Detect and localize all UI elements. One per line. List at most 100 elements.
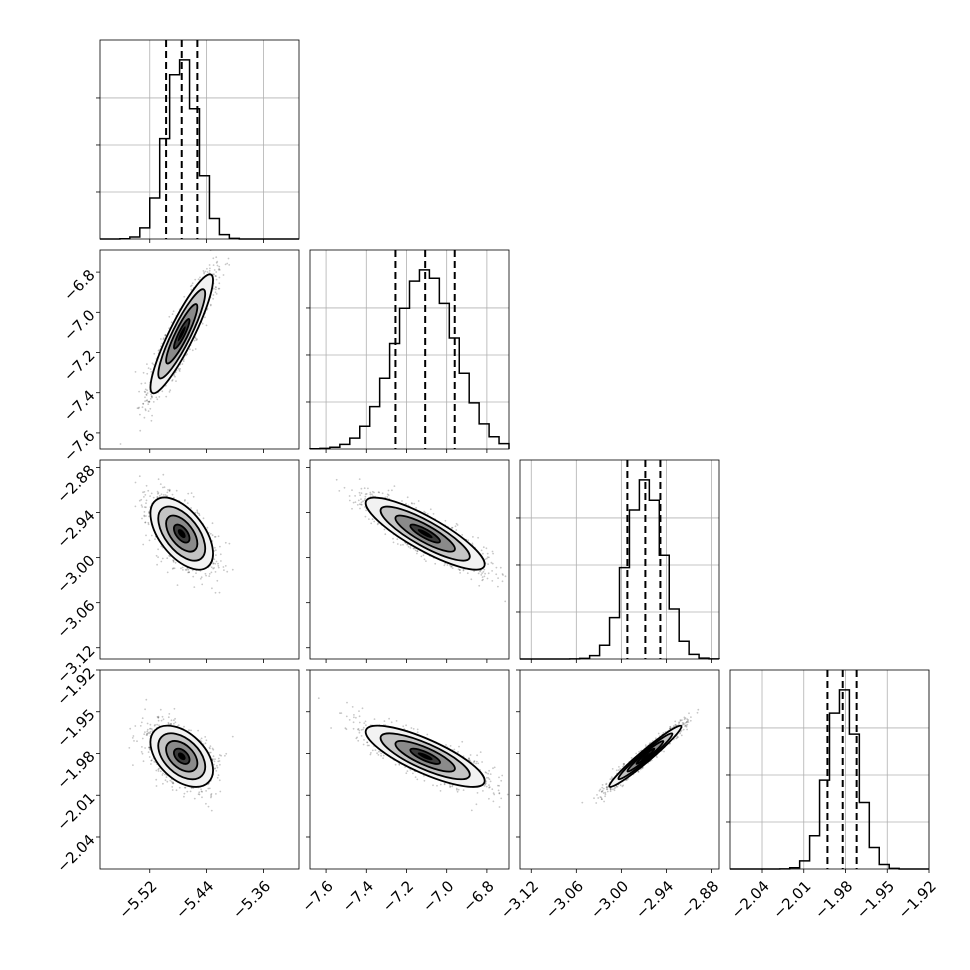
sample-point (477, 572, 480, 575)
sample-point (213, 536, 216, 538)
panel-frame (99, 459, 300, 660)
sample-point (401, 500, 403, 502)
sample-point (439, 790, 442, 792)
sample-point (142, 403, 145, 405)
sample-point (212, 562, 215, 565)
sample-point (484, 558, 487, 561)
sample-point (144, 400, 146, 402)
sample-point (407, 545, 410, 548)
sample-point (168, 315, 171, 318)
sample-point (461, 740, 464, 743)
panel-frame (309, 669, 510, 870)
sample-point (681, 723, 684, 726)
density-peak (417, 752, 433, 761)
sample-point (206, 271, 209, 273)
sample-point (512, 795, 514, 797)
sample-point (476, 792, 479, 794)
sample-point (443, 564, 446, 567)
sample-point (352, 721, 355, 724)
sample-point (160, 338, 162, 340)
sample-point (485, 776, 488, 779)
sample-point (169, 723, 172, 725)
sample-point (609, 787, 612, 790)
sample-point (488, 786, 490, 789)
sample-point (365, 724, 367, 727)
sample-point (362, 728, 364, 731)
sample-point (148, 515, 150, 518)
sample-point (410, 727, 413, 729)
sample-point (194, 511, 197, 514)
panel-frame (99, 249, 300, 450)
sample-point (422, 554, 425, 557)
sample-point (173, 374, 175, 377)
sample-point (166, 571, 169, 574)
sample-point (365, 493, 368, 495)
sample-point (212, 567, 215, 570)
sample-point (481, 579, 484, 582)
sample-point (669, 727, 671, 730)
sample-point (172, 559, 175, 562)
sample-point (610, 776, 613, 778)
sample-point (200, 790, 203, 793)
sample-point (161, 390, 164, 393)
sample-point (152, 496, 155, 499)
sample-point (190, 729, 192, 732)
panel-content (128, 698, 234, 812)
x-tick-label: −6.8 (459, 877, 497, 915)
sample-point (599, 788, 602, 791)
sample-point (183, 795, 185, 798)
sample-point (358, 731, 361, 734)
sample-point (473, 760, 476, 763)
sample-point (128, 747, 131, 749)
sample-point (200, 740, 203, 743)
sample-point (492, 767, 494, 770)
y-tick-label: −7.2 (60, 346, 98, 384)
density-peak (640, 752, 650, 761)
sample-point (164, 334, 167, 336)
sample-point (164, 779, 167, 782)
sample-point (143, 390, 146, 393)
sample-point (157, 478, 160, 481)
sample-point (183, 500, 186, 502)
sample-point (170, 719, 173, 722)
sample-point (173, 567, 176, 570)
sample-point (205, 790, 207, 792)
sample-point (218, 265, 221, 268)
sample-point (155, 554, 158, 557)
x-tick-label: −7.2 (379, 877, 417, 915)
sample-point (501, 580, 504, 583)
sample-point (488, 784, 490, 786)
sample-point (144, 708, 146, 711)
sample-point (212, 294, 215, 296)
sample-point (209, 745, 212, 747)
panel-frame (309, 459, 510, 660)
sample-point (426, 733, 429, 736)
sample-point (512, 566, 514, 568)
sample-point (679, 719, 682, 721)
sample-point (317, 697, 320, 700)
sample-point (149, 495, 151, 497)
sample-point (174, 561, 177, 564)
sample-point (224, 541, 227, 544)
contour-line (394, 514, 456, 553)
sample-point (161, 774, 164, 776)
sample-point (208, 575, 211, 577)
sample-point (685, 724, 688, 727)
sample-point (345, 715, 348, 718)
x-tick-label: −5.52 (115, 877, 160, 922)
contour-line (165, 740, 199, 773)
sample-point (145, 393, 148, 396)
sample-point (211, 587, 213, 590)
sample-point (150, 759, 153, 762)
sample-point (213, 760, 216, 763)
sample-point (355, 737, 358, 740)
sample-point (434, 562, 437, 565)
sample-point (402, 543, 404, 546)
sample-point (150, 371, 153, 373)
sample-point (498, 792, 501, 794)
sample-point (149, 727, 151, 730)
sample-point (377, 491, 380, 494)
sample-point (681, 722, 684, 724)
sample-point (168, 713, 171, 715)
sample-point (679, 730, 682, 733)
